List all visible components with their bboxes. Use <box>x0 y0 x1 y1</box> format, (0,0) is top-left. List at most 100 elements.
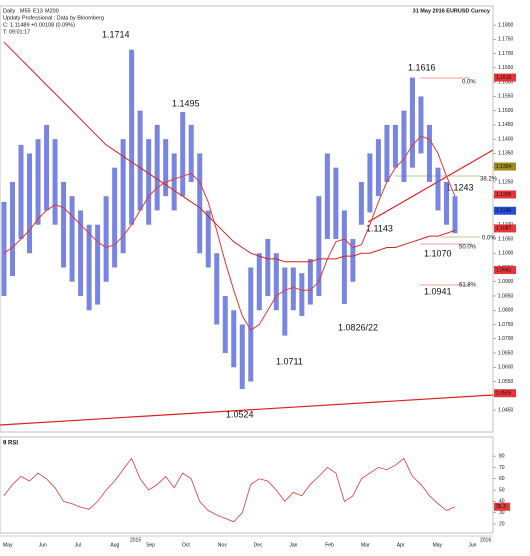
y-tick-label: 1.1600 <box>498 79 514 85</box>
price-box <box>494 266 516 275</box>
annotation: 1.1143 <box>366 223 393 233</box>
y-tick-label: 1.1450 <box>498 122 514 128</box>
price-bar <box>171 153 177 211</box>
price-bar <box>239 324 245 389</box>
annotation: 1.1243 <box>446 182 474 192</box>
price-bar <box>256 253 262 311</box>
price-box-label: 1.1149 <box>496 208 511 214</box>
price-bar <box>10 181 16 277</box>
fib-label: 0.0% <box>482 236 496 242</box>
trend-line <box>367 149 494 223</box>
ma-label: E13 <box>33 8 43 14</box>
price-bar <box>95 224 101 305</box>
rsi-tick-label: 50 <box>499 487 505 493</box>
price-bar <box>112 167 118 268</box>
price-bar <box>299 273 305 316</box>
y-tick-label: 1.0850 <box>498 293 514 299</box>
price-bar <box>384 124 390 182</box>
price-bar <box>443 181 449 225</box>
x-tick-label: Sep <box>146 542 155 548</box>
price-bar <box>69 196 75 282</box>
rsi-tick-label: 30 <box>499 510 505 516</box>
price-box-label: 1.1206 <box>496 192 512 198</box>
price-bar <box>137 110 143 211</box>
price-panel <box>0 5 494 433</box>
y-tick-label: 1.1550 <box>498 94 514 100</box>
price-box-label: 1.0941 <box>496 267 512 273</box>
price-box-label: 1.1304 <box>496 164 512 170</box>
price-bar <box>18 144 24 239</box>
price-bar <box>163 139 169 197</box>
y-tick-label: 1.0600 <box>498 365 514 371</box>
moving-average <box>3 41 456 263</box>
price-box <box>494 389 516 398</box>
ma-label: M55 <box>20 8 31 14</box>
x-tick-label: Jun <box>39 542 47 548</box>
price-bar <box>222 295 228 354</box>
price-bar <box>282 267 288 336</box>
y-tick-label: 1.1500 <box>498 108 514 114</box>
price-bar <box>78 210 84 296</box>
price-bar <box>273 253 279 311</box>
y-tick-label: 1.0700 <box>498 336 514 342</box>
rsi-tick-label: 40 <box>499 499 505 505</box>
annotation: 1.0941 <box>424 286 452 296</box>
chart-title: 31 May 2016 EURUSD Curncy <box>413 8 491 14</box>
y-tick-label: 1.1800 <box>498 22 514 28</box>
y-tick-label: 1.0450 <box>498 407 514 413</box>
price-bar <box>103 196 109 282</box>
price-bar <box>341 210 347 304</box>
period-label: Daily <box>3 8 15 14</box>
price-bar <box>61 181 67 268</box>
price-bar <box>401 110 407 182</box>
x-tick-label: Dec <box>254 542 263 548</box>
y-tick-label: 1.1650 <box>498 65 514 71</box>
price-bar <box>27 153 33 254</box>
y-tick-label: 1.1050 <box>498 236 514 242</box>
x-tick-label: Jan <box>289 542 297 548</box>
rsi-tick-label: 80 <box>499 453 505 459</box>
price-bar <box>86 224 92 311</box>
x-tick-label: May <box>3 542 13 548</box>
price-bar <box>231 310 237 368</box>
annotation: 1.1495 <box>172 98 200 108</box>
year-label: 2015 <box>130 537 141 543</box>
price-bar <box>435 167 441 211</box>
price-box-label: 1.1087 <box>496 226 512 232</box>
price-bar <box>197 153 203 254</box>
year-label: 2016 <box>480 537 491 543</box>
price-bar <box>1 201 7 296</box>
price-bar <box>367 153 373 213</box>
rsi-box-label: 35.3 <box>496 504 506 510</box>
price-box-label: 1.0509 <box>496 391 512 397</box>
price-bar <box>180 112 186 197</box>
x-tick-label: May <box>433 542 443 548</box>
y-tick-label: 1.1350 <box>498 151 514 157</box>
y-tick-label: 1.1000 <box>498 251 514 257</box>
price-bar <box>35 139 41 225</box>
rsi-tick-label: 70 <box>499 465 505 471</box>
ma-label: M200 <box>45 8 59 14</box>
price-bar <box>265 238 271 296</box>
y-tick-label: 1.1400 <box>498 136 514 142</box>
x-tick-label: Oct <box>182 542 190 548</box>
x-tick-label: Mar <box>361 542 370 548</box>
moving-average <box>3 135 456 331</box>
y-tick-label: 1.1250 <box>498 179 514 185</box>
fib-label: 61.8% <box>459 283 477 289</box>
price-bar <box>248 267 254 382</box>
x-tick-label: Aug <box>110 542 119 548</box>
price-bar <box>418 96 424 154</box>
y-tick-label: 1.0750 <box>498 322 514 328</box>
rsi-panel <box>0 436 494 534</box>
price-bar <box>44 124 50 211</box>
y-tick-label: 1.0900 <box>498 279 514 285</box>
price-box-label: 1.1616 <box>496 75 512 81</box>
price-bar <box>188 124 194 182</box>
subtitle: C: 1.11489 +0.00108 (0.09%) <box>3 22 75 28</box>
price-bar <box>392 124 398 168</box>
price-bar <box>333 167 339 239</box>
price-bar <box>409 77 415 168</box>
fib-label: 50.0% <box>459 245 477 251</box>
